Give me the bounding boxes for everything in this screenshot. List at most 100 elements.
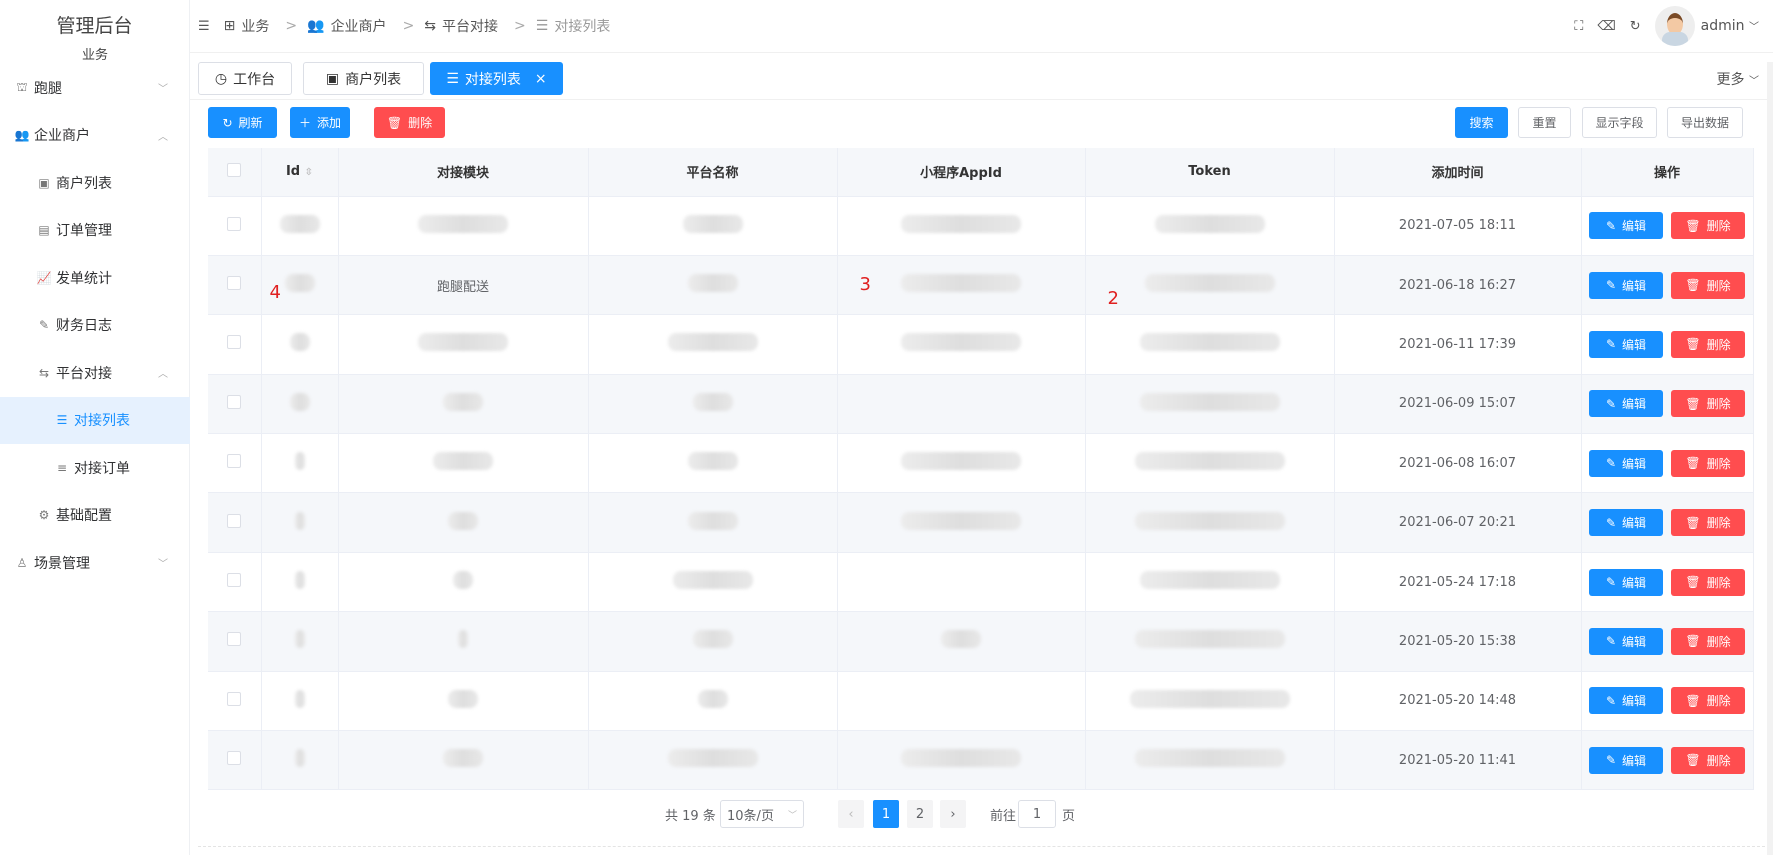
row-checkbox[interactable]: [227, 573, 242, 588]
table-row: 2021-06-08 16:07 ✎ 编辑 🗑 删除: [208, 433, 1754, 494]
sidebar-item-6[interactable]: ⇆ 平台对接 ︿: [0, 349, 190, 397]
clear-icon[interactable]: ⌫: [1597, 18, 1616, 34]
edit-icon: ✎: [1605, 753, 1617, 768]
button-label: 编辑: [1622, 397, 1647, 412]
platform-cell: [588, 196, 838, 256]
more-tabs-dropdown[interactable]: 更多 ﹀: [1717, 69, 1759, 89]
breadcrumb-item[interactable]: 业务: [241, 19, 270, 35]
row-delete-button[interactable]: 🗑 删除: [1671, 271, 1745, 299]
row-delete-button[interactable]: 🗑 删除: [1671, 449, 1745, 477]
trash-icon: 🗑: [1685, 575, 1701, 590]
reset-button[interactable]: 重置: [1518, 107, 1571, 138]
page-scrollbar[interactable]: [1767, 62, 1773, 855]
platform-cell: [588, 611, 838, 672]
redacted-value: [682, 214, 743, 233]
table-row: 2021-05-20 14:48 ✎ 编辑 🗑 删除: [208, 671, 1754, 732]
token-cell: 2: [1085, 255, 1335, 316]
sidebar-item-0[interactable]: ⛫ 跑腿 ﹀: [0, 64, 190, 112]
redacted-value: [448, 511, 478, 530]
select-all-checkbox[interactable]: [227, 162, 242, 177]
row-checkbox[interactable]: [227, 335, 242, 350]
module-cell: [338, 552, 589, 613]
row-delete-button[interactable]: 🗑 删除: [1671, 330, 1745, 358]
column-header-id[interactable]: Id ⇳: [261, 148, 339, 197]
edit-button[interactable]: ✎ 编辑: [1589, 271, 1663, 299]
row-delete-button[interactable]: 🗑 删除: [1671, 746, 1745, 774]
sidebar-item-2[interactable]: ▣ 商户列表: [0, 159, 190, 207]
button-label: 编辑: [1622, 575, 1647, 590]
goto-page-input[interactable]: 1: [1018, 800, 1056, 828]
user-menu[interactable]: admin ﹀: [1701, 18, 1759, 34]
row-checkbox[interactable]: [227, 513, 242, 528]
edit-button[interactable]: ✎ 编辑: [1589, 390, 1663, 418]
show-fields-button[interactable]: 显示字段: [1582, 107, 1657, 138]
edit-button[interactable]: ✎ 编辑: [1589, 568, 1663, 596]
row-delete-button[interactable]: 🗑 删除: [1671, 212, 1745, 240]
sidebar-item-10[interactable]: ♙ 场景管理 ﹀: [0, 539, 190, 587]
row-delete-button[interactable]: 🗑 删除: [1671, 687, 1745, 715]
refresh-icon[interactable]: ↻: [1629, 18, 1641, 34]
tab-integration-list[interactable]: ☰ 对接列表 ×: [430, 62, 563, 95]
refresh-button[interactable]: ↻ 刷新: [208, 107, 277, 138]
close-icon[interactable]: ×: [534, 70, 547, 87]
page-2-button[interactable]: 2: [907, 800, 933, 828]
search-button[interactable]: 搜索: [1455, 107, 1508, 138]
fullscreen-icon[interactable]: ⛶: [1574, 18, 1584, 34]
sort-icon[interactable]: ⇳: [304, 167, 314, 179]
button-label: 编辑: [1622, 278, 1647, 293]
collapse-menu-icon[interactable]: ☰: [198, 18, 210, 34]
delete-button[interactable]: 🗑 删除: [374, 107, 445, 138]
total-count: 共 19 条: [665, 808, 716, 824]
edit-button[interactable]: ✎ 编辑: [1589, 330, 1663, 358]
edit-icon: ✎: [1605, 278, 1617, 293]
row-checkbox[interactable]: [227, 751, 242, 766]
next-page-button[interactable]: ›: [940, 800, 966, 828]
avatar[interactable]: [1654, 6, 1695, 46]
redacted-value: [294, 511, 305, 530]
row-delete-button[interactable]: 🗑 删除: [1671, 568, 1745, 596]
breadcrumb-item[interactable]: 企业商户: [330, 19, 387, 35]
sidebar-item-4[interactable]: 📈 发单统计: [0, 254, 190, 302]
sidebar-item-3[interactable]: ▤ 订单管理: [0, 207, 190, 255]
sidebar-item-label: 财务日志: [56, 318, 112, 335]
edit-button[interactable]: ✎ 编辑: [1589, 746, 1663, 774]
sidebar-item-8[interactable]: ≡ 对接订单: [0, 444, 190, 492]
edit-button[interactable]: ✎ 编辑: [1589, 627, 1663, 655]
sidebar-item-5[interactable]: ✎ 财务日志: [0, 302, 190, 350]
swap-icon: ⇆: [424, 18, 437, 34]
edit-button[interactable]: ✎ 编辑: [1589, 687, 1663, 715]
chevron-down-icon: ﹀: [787, 810, 797, 821]
sidebar-item-7[interactable]: ☰ 对接列表: [0, 396, 190, 444]
tab-merchant-list[interactable]: ▣ 商户列表: [303, 62, 424, 95]
page-size-select[interactable]: 10条/页 ﹀: [720, 800, 804, 828]
list-icon: ☰: [535, 18, 549, 34]
sidebar-item-1[interactable]: 👥 企业商户 ︿: [0, 112, 190, 160]
redacted-value: [687, 511, 738, 530]
row-checkbox[interactable]: [227, 632, 242, 647]
add-button[interactable]: ＋ 添加: [290, 107, 350, 138]
row-delete-button[interactable]: 🗑 删除: [1671, 390, 1745, 418]
module-cell: [338, 730, 589, 791]
row-checkbox[interactable]: [227, 394, 242, 409]
sidebar-item-9[interactable]: ⚙ 基础配置: [0, 492, 190, 540]
page-1-button[interactable]: 1: [873, 800, 899, 828]
row-checkbox[interactable]: [227, 691, 242, 706]
breadcrumb-item[interactable]: 平台对接: [442, 19, 499, 35]
row-checkbox[interactable]: [227, 454, 242, 469]
edit-button[interactable]: ✎ 编辑: [1589, 212, 1663, 240]
tab-workbench[interactable]: ◷ 工作台: [198, 62, 292, 95]
button-label: 编辑: [1622, 753, 1647, 768]
prev-page-button[interactable]: ‹: [838, 800, 864, 828]
trash-icon: 🗑: [1685, 693, 1701, 708]
edit-button[interactable]: ✎ 编辑: [1589, 449, 1663, 477]
row-delete-button[interactable]: 🗑 删除: [1671, 627, 1745, 655]
edit-button[interactable]: ✎ 编辑: [1589, 509, 1663, 537]
redacted-value: [687, 274, 738, 293]
row-checkbox[interactable]: [227, 216, 242, 231]
row-select-cell: [208, 671, 262, 732]
row-checkbox[interactable]: [227, 276, 242, 291]
row-delete-button[interactable]: 🗑 删除: [1671, 509, 1745, 537]
id-cell: [261, 671, 339, 732]
export-button[interactable]: 导出数据: [1667, 107, 1743, 138]
appid-cell: [837, 730, 1086, 791]
